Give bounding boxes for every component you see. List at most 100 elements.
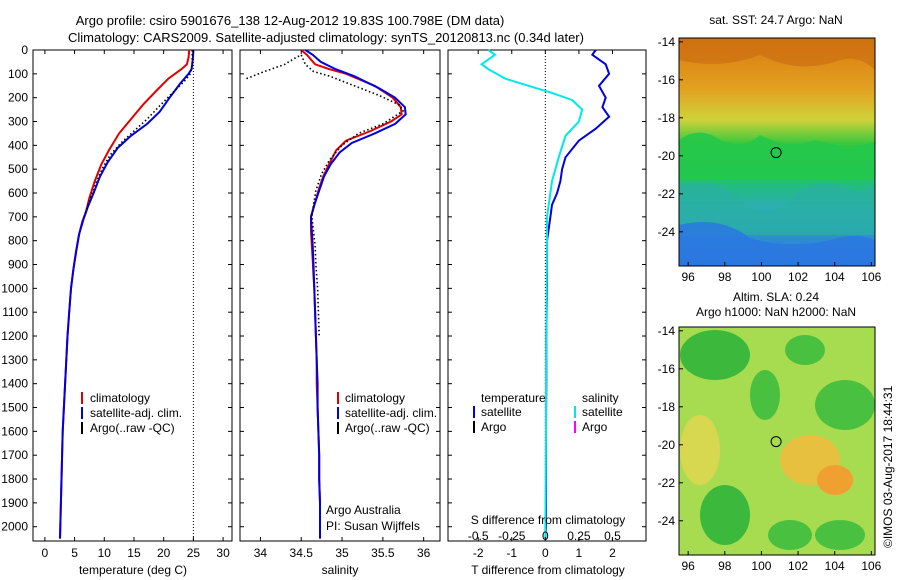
map-x-tick-label: 106 (861, 559, 881, 573)
legend-header-salinity: salinity (582, 391, 619, 405)
sst-map-frame (678, 37, 876, 267)
y-tick-label: 900 (8, 258, 28, 272)
difference-legend: temperature salinity satellite Argo sate… (473, 391, 623, 434)
sla-map-title: Altim. SLA: 0.24 (733, 290, 819, 304)
legend-label-argo: Argo(..raw -QC) (345, 421, 430, 435)
x-tick-label: 0 (542, 546, 549, 560)
map-y-tick-label: -20 (658, 149, 676, 163)
salinity-difference-ticks: -0.5 -0.25 0 0.25 0.5 (468, 529, 621, 543)
map-y-tick-label: -16 (658, 362, 676, 376)
map-y-tick-label: -24 (658, 514, 676, 528)
map-x-tick-label: 100 (751, 559, 771, 573)
sst-map-axes: 96 98 100 102 104 106 -14 -16 -18 -20 -22 -24 (658, 35, 882, 284)
legend-label-climatology: climatology (90, 391, 150, 405)
map-y-tick-label: -18 (658, 400, 676, 414)
y-tick-label: 1200 (1, 329, 28, 343)
y-tick-label: 400 (8, 138, 28, 152)
x-tick-label: 5 (71, 546, 78, 560)
temperature-panel: 0 5 10 15 20 25 300100200300400500600700800900… (1, 43, 233, 577)
salinity-legend: climatology satellite-adj. clim. Argo(..… (337, 391, 437, 435)
x-tick-label: 30 (216, 546, 230, 560)
legend-label-climatology: climatology (345, 391, 405, 405)
salinity-difference-label: S difference from climatology (471, 513, 626, 527)
header-subtitle: Climatology: CARS2009. Satellite-adjuste… (68, 30, 584, 45)
x-tick-label: 1 (576, 546, 583, 560)
map-x-tick-label: 96 (681, 559, 695, 573)
map-y-tick-label: -16 (658, 73, 676, 87)
x-tick-label: 35.5 (371, 546, 395, 560)
sla-profile-location-marker (770, 436, 782, 448)
legend-label-satellite: satellite-adj. clim. (90, 406, 182, 420)
map-x-tick-label: 98 (718, 270, 732, 284)
legend-label-t-satellite: satellite (481, 405, 522, 419)
y-tick-label: 1800 (1, 472, 28, 486)
y-tick-label: 600 (8, 186, 28, 200)
x-tick-label: 20 (157, 546, 171, 560)
map-y-tick-label: -22 (658, 187, 676, 201)
salinity-axes: 34 34.5 35 35.5 36 (240, 49, 440, 560)
sst-map-title: sat. SST: 24.7 Argo: NaN (709, 13, 842, 27)
temperature-x-label: temperature (deg C) (79, 563, 187, 577)
x-tick-label: 34 (254, 546, 268, 560)
y-tick-label: 300 (8, 115, 28, 129)
map-x-tick-label: 106 (861, 270, 881, 284)
y-tick-label: 1000 (1, 281, 28, 295)
map-x-tick-label: 102 (788, 270, 808, 284)
y-tick-label: 800 (8, 234, 28, 248)
salinity-axes-frame (239, 49, 441, 542)
y-tick-label: 700 (8, 210, 28, 224)
difference-plot-area (479, 49, 611, 541)
legend-label-satellite: satellite-adj. clim. (345, 406, 437, 420)
top-tick-label: -0.25 (498, 529, 526, 543)
series-line (59, 49, 195, 539)
y-tick-label: 1400 (1, 377, 28, 391)
x-tick-label: 10 (98, 546, 112, 560)
sst-map-image (679, 38, 875, 266)
x-tick-label: 34.5 (290, 546, 314, 560)
y-tick-label: 1500 (1, 401, 28, 415)
y-tick-label: 0 (21, 43, 28, 57)
map-y-tick-label: -18 (658, 111, 676, 125)
y-tick-label: 200 (8, 91, 28, 105)
y-tick-label: 1700 (1, 448, 28, 462)
legend-header-temperature: temperature (481, 391, 546, 405)
temperature-legend: climatology satellite-adj. clim. Argo(..… (81, 391, 182, 435)
map-x-tick-label: 96 (681, 270, 695, 284)
legend-label-s-satellite: satellite (582, 405, 623, 419)
map-x-tick-label: 104 (825, 270, 845, 284)
sla-map-axes: 96 98 100 102 104 106 -14 -16 -18 -20 -22 -24 (658, 324, 882, 573)
sla-map-panel: Altim. SLA: 0.24 Argo h1000: NaN h2000: … (658, 290, 882, 573)
map-x-tick-label: 102 (788, 559, 808, 573)
sla-map-subtitle: Argo h1000: NaN h2000: NaN (696, 305, 856, 319)
x-tick-label: 25 (187, 546, 201, 560)
top-tick-label: 0.25 (567, 529, 591, 543)
salinity-panel: 34 34.5 35 35.5 36 salinity climatology sate… (239, 49, 441, 577)
map-y-tick-label: -14 (658, 324, 676, 338)
salinity-plot-area (246, 49, 407, 539)
x-tick-label: 15 (127, 546, 141, 560)
y-tick-label: 500 (8, 162, 28, 176)
header-title: Argo profile: csiro 5901676_138 12-Aug-2… (76, 13, 505, 28)
x-tick-label: -2 (473, 546, 484, 560)
temperature-axes: 0 5 10 15 20 25 300100200300400500600700800900… (1, 43, 232, 560)
map-x-tick-label: 100 (751, 270, 771, 284)
sla-map-frame (678, 326, 876, 556)
y-tick-label: 1300 (1, 353, 28, 367)
top-tick-label: 0 (542, 529, 549, 543)
legend-label-s-argo: Argo (582, 420, 608, 434)
series-line (479, 49, 584, 539)
y-tick-label: 2000 (1, 520, 28, 534)
temperature-plot-area (59, 49, 195, 541)
legend-label-t-argo: Argo (481, 420, 507, 434)
x-tick-label: -1 (506, 546, 517, 560)
top-tick-label: -0.5 (468, 529, 489, 543)
map-y-tick-label: -14 (658, 35, 676, 49)
sla-map-image (679, 327, 875, 555)
difference-panel: -2 -1 0 1 2 T difference from climatology S … (447, 49, 647, 577)
top-tick-label: 0.5 (604, 529, 621, 543)
y-tick-label: 100 (8, 67, 28, 81)
map-x-tick-label: 98 (718, 559, 732, 573)
sst-map-panel: sat. SST: 24.7 Argo: NaN 96 98 100 102 104 10… (658, 13, 882, 284)
difference-x-label: T difference from climatology (471, 563, 625, 577)
